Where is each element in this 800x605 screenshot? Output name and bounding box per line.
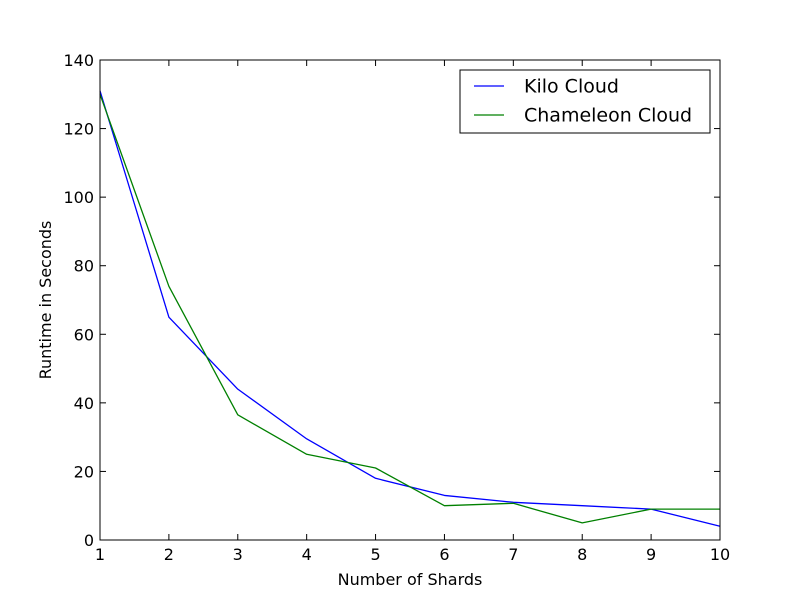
legend-label-chameleon-cloud: Chameleon Cloud xyxy=(524,105,692,127)
x-axis-label: Number of Shards xyxy=(338,570,483,589)
legend: Kilo Cloud Chameleon Cloud xyxy=(459,69,711,134)
x-tick-label: 3 xyxy=(233,545,243,564)
x-tick-label: 9 xyxy=(646,545,656,564)
series-line-chameleon-cloud xyxy=(99,94,720,524)
y-axis-label: Runtime in Seconds xyxy=(36,221,55,380)
y-tick-label: 80 xyxy=(74,257,94,276)
x-tick-label: 8 xyxy=(577,545,587,564)
legend-box xyxy=(459,69,711,134)
x-axis-ticks: 1 2 3 4 5 6 7 8 9 10 xyxy=(95,60,730,564)
x-tick-label: 10 xyxy=(710,545,730,564)
x-tick-label: 1 xyxy=(95,545,105,564)
x-tick-label: 6 xyxy=(439,545,449,564)
y-tick-label: 0 xyxy=(84,531,94,550)
y-tick-label: 140 xyxy=(63,51,94,70)
legend-label-kilo-cloud: Kilo Cloud xyxy=(524,76,619,98)
plot-area xyxy=(99,90,721,527)
y-axis-ticks: 0 20 40 60 80 100 120 140 xyxy=(63,51,720,550)
y-tick-label: 20 xyxy=(74,462,94,481)
y-tick-label: 100 xyxy=(63,188,94,207)
x-tick-label: 5 xyxy=(370,545,380,564)
x-tick-label: 7 xyxy=(508,545,518,564)
y-tick-label: 120 xyxy=(63,120,94,139)
y-tick-label: 60 xyxy=(74,325,94,344)
y-tick-label: 40 xyxy=(74,394,94,413)
x-tick-label: 2 xyxy=(164,545,174,564)
x-tick-label: 4 xyxy=(302,545,312,564)
plot-frame xyxy=(99,59,721,541)
